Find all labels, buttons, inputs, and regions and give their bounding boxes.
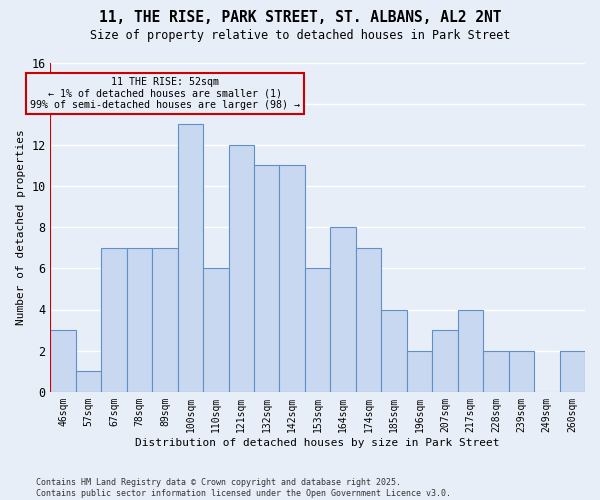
- Bar: [407, 350, 432, 392]
- Bar: [560, 350, 585, 392]
- Bar: [356, 248, 382, 392]
- Text: Contains HM Land Registry data © Crown copyright and database right 2025.
Contai: Contains HM Land Registry data © Crown c…: [36, 478, 451, 498]
- Bar: [509, 350, 534, 392]
- Bar: [280, 166, 305, 392]
- Bar: [458, 310, 483, 392]
- Text: 11, THE RISE, PARK STREET, ST. ALBANS, AL2 2NT: 11, THE RISE, PARK STREET, ST. ALBANS, A…: [99, 10, 501, 25]
- Y-axis label: Number of detached properties: Number of detached properties: [16, 130, 26, 325]
- Bar: [432, 330, 458, 392]
- Bar: [101, 248, 127, 392]
- Bar: [127, 248, 152, 392]
- X-axis label: Distribution of detached houses by size in Park Street: Distribution of detached houses by size …: [136, 438, 500, 448]
- Bar: [76, 371, 101, 392]
- Bar: [203, 268, 229, 392]
- Bar: [331, 227, 356, 392]
- Bar: [305, 268, 331, 392]
- Bar: [382, 310, 407, 392]
- Text: Size of property relative to detached houses in Park Street: Size of property relative to detached ho…: [90, 29, 510, 42]
- Text: 11 THE RISE: 52sqm
← 1% of detached houses are smaller (1)
99% of semi-detached : 11 THE RISE: 52sqm ← 1% of detached hous…: [30, 77, 300, 110]
- Bar: [152, 248, 178, 392]
- Bar: [50, 330, 76, 392]
- Bar: [178, 124, 203, 392]
- Bar: [254, 166, 280, 392]
- Bar: [483, 350, 509, 392]
- Bar: [229, 145, 254, 392]
